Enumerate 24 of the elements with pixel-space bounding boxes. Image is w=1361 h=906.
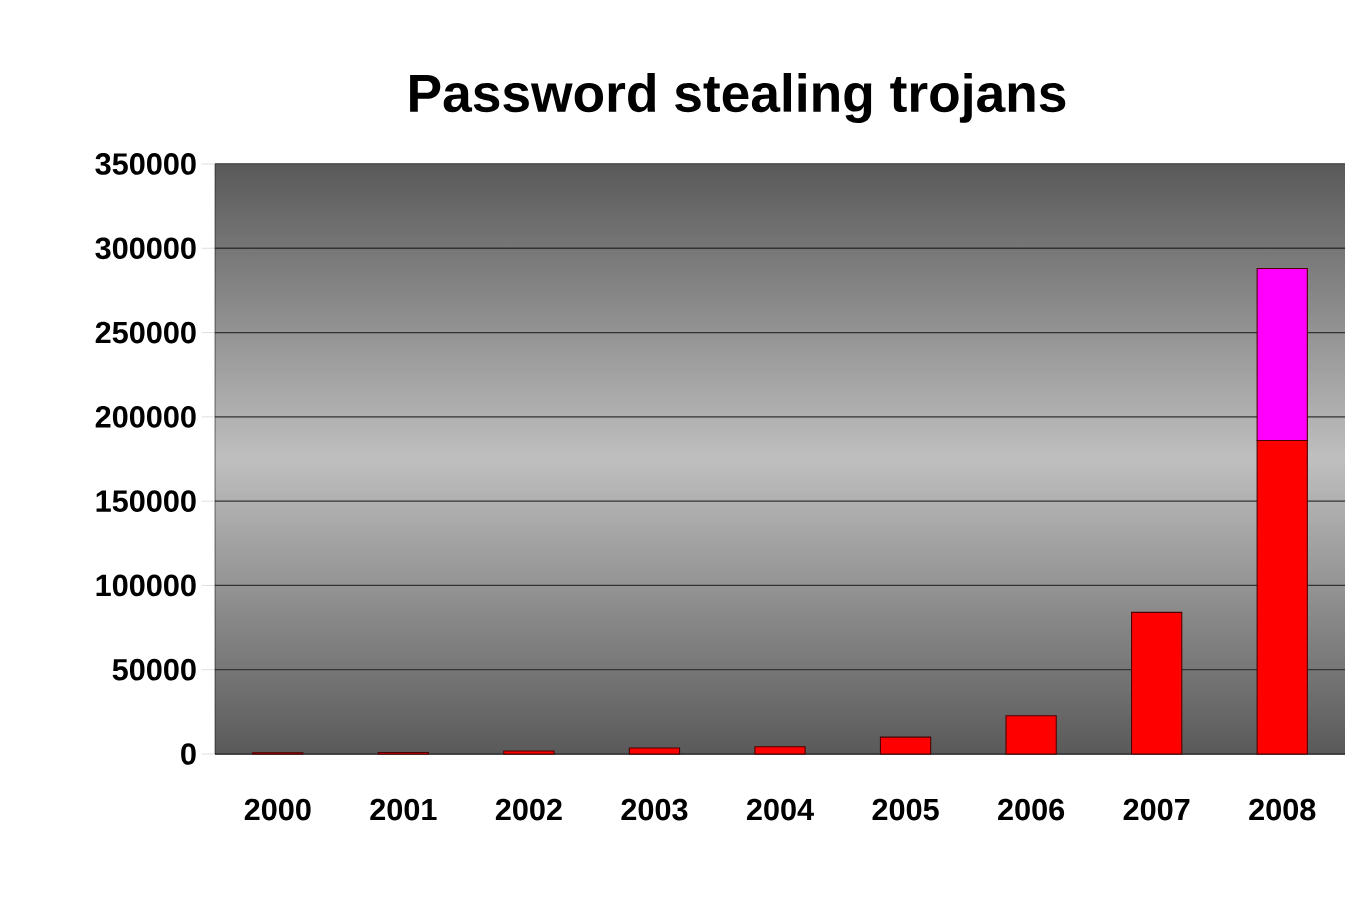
x-tick-label: 2003 [621, 798, 688, 821]
x-tick-label: 2007 [1123, 798, 1190, 821]
bar [754, 746, 806, 755]
chart-title: Password stealing trojans [410, 73, 1066, 123]
bar [503, 750, 555, 755]
x-tick-label: 2008 [1249, 798, 1316, 821]
y-tick-label: 100000 [96, 574, 196, 597]
bar [1131, 611, 1183, 755]
y-tick-label: 150000 [96, 490, 196, 512]
x-tick-label: 2004 [746, 798, 814, 821]
x-tick-label: 2001 [370, 798, 437, 821]
y-tick-label: 200000 [95, 405, 196, 428]
bar [879, 736, 932, 755]
x-tick-label: 2002 [495, 798, 562, 821]
bar [1005, 715, 1057, 755]
bar [628, 747, 681, 755]
y-tick-label: 300000 [95, 237, 196, 260]
y-tick-label: 0 [181, 743, 196, 765]
x-tick-label: 2005 [872, 798, 939, 821]
y-tick-label: 250000 [95, 321, 196, 344]
y-tick-label: 50000 [112, 658, 196, 681]
x-tick-label: 2000 [244, 798, 311, 821]
x-tick-label: 2006 [998, 798, 1065, 821]
y-tick-label: 350000 [95, 153, 196, 175]
